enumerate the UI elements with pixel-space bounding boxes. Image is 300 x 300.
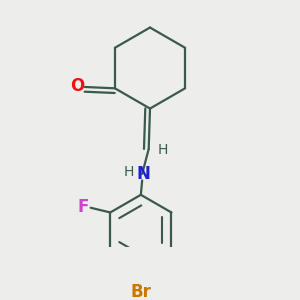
Text: F: F <box>78 198 89 216</box>
Text: H: H <box>123 165 134 179</box>
Text: N: N <box>136 165 150 183</box>
Text: O: O <box>70 77 84 95</box>
Text: Br: Br <box>130 283 151 300</box>
Text: H: H <box>158 143 168 158</box>
